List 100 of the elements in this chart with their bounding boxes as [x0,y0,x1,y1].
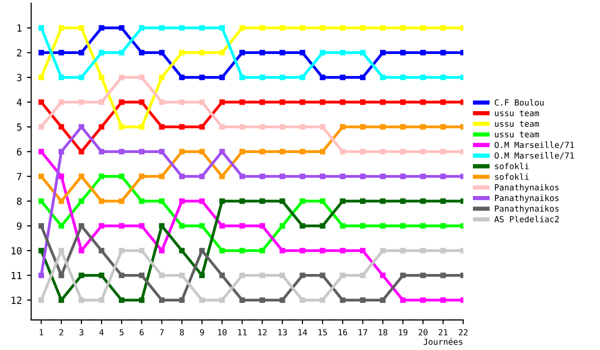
point [360,198,366,204]
legend-label: Panathynaikos [494,184,559,192]
point [259,174,266,180]
point [320,174,326,180]
y-tick-label: 4 [16,98,22,106]
point [340,50,346,56]
point [159,124,165,130]
point [380,174,386,180]
x-tick-label: 8 [180,329,184,336]
point [118,124,124,130]
point [118,223,124,229]
point [360,99,366,105]
point [280,223,286,229]
point [58,248,64,254]
point [219,74,225,80]
point [179,272,185,278]
point [118,50,124,56]
point [78,272,84,278]
point [259,25,266,31]
point [219,148,225,154]
point [239,174,245,180]
point [259,148,266,154]
point [300,174,306,180]
point [159,198,165,204]
y-tick-label: 7 [16,173,22,180]
point [199,248,205,254]
point [259,50,266,56]
point [98,148,104,154]
point [98,124,104,130]
y-tick-label: 10 [12,247,22,254]
point [340,148,346,154]
point [340,74,346,80]
point [138,223,144,229]
legend-label: AS Pledeliac2 [494,216,559,222]
point [78,223,84,229]
point [219,297,225,303]
point [179,148,185,154]
point [239,148,245,154]
point [219,124,225,130]
point [259,198,266,204]
point [219,99,225,105]
point [340,248,346,254]
x-tick-label: 16 [338,329,348,336]
point [280,74,286,80]
point [239,297,245,303]
point [320,198,326,204]
point [199,50,205,56]
point [98,198,104,204]
point [219,272,225,278]
point [340,99,346,105]
point [199,124,205,130]
point [38,248,44,254]
point [159,148,165,154]
point [280,248,286,254]
point [179,198,185,204]
point [280,148,286,154]
point [320,297,326,303]
point [78,99,84,105]
y-tick-label: 6 [16,148,22,156]
point [138,297,144,303]
point [159,74,165,80]
legend-label: Panathynaikos [494,194,559,203]
point [360,297,366,303]
point [138,272,144,278]
point [239,74,245,80]
point [420,297,426,303]
point [380,124,386,130]
point [380,272,386,278]
point [320,272,326,278]
legend-label: sofokli [495,173,529,180]
point [78,148,84,154]
point [118,272,124,278]
point [420,25,426,31]
point [440,272,446,278]
point [320,148,326,154]
legend-label: O.M Marseille/71 [494,152,574,160]
point [159,50,165,56]
x-tick-label: 2 [59,329,64,336]
point [58,148,64,154]
point [219,248,225,254]
point [320,248,326,254]
x-tick-label: 7 [160,329,164,336]
point [239,25,245,31]
x-axis-title: Journées [424,338,462,345]
point [300,272,306,278]
point [78,198,84,204]
point [98,74,104,80]
y-tick-label: 12 [12,296,22,304]
point [440,297,446,303]
point [280,50,286,56]
point [58,174,64,180]
legend-label: ussu team [494,110,539,116]
point [440,248,446,254]
point [38,198,44,204]
legend-label: Panathynaikos [494,205,559,214]
point [159,25,165,31]
point [98,297,104,303]
point [420,198,426,204]
point [138,25,144,31]
point [118,198,124,204]
